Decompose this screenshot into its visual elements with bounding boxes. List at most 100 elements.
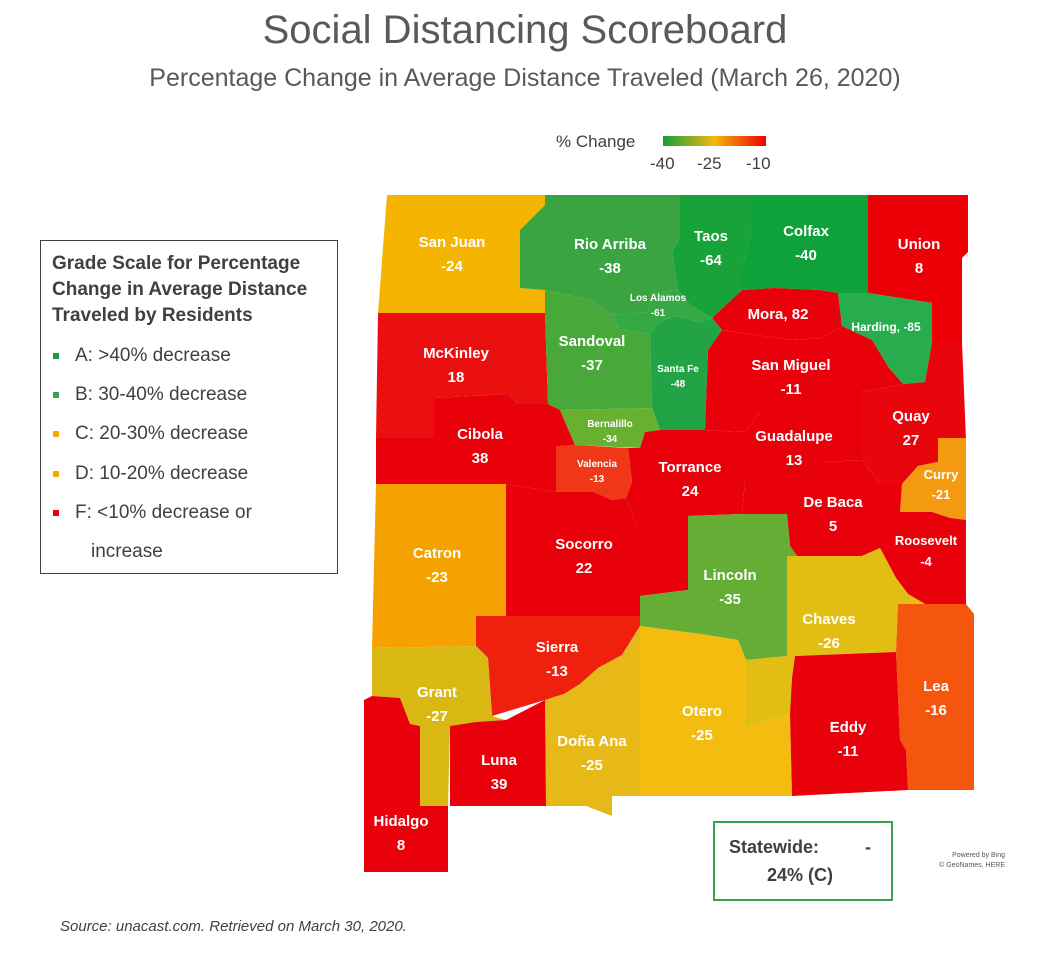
county-catron[interactable] (372, 484, 506, 648)
county-luna[interactable] (450, 700, 546, 806)
county-value: 5 (829, 518, 837, 535)
county-label: Lea (923, 678, 950, 695)
county-label: Hidalgo (374, 813, 429, 830)
grade-marker-icon (53, 509, 59, 516)
county-label: San Juan (419, 234, 486, 251)
county-label: McKinley (423, 345, 490, 362)
statewide-dash: - (865, 837, 871, 857)
grade-marker-icon (53, 352, 59, 359)
grade-marker-icon (53, 430, 59, 437)
county-harding[interactable] (838, 293, 932, 384)
county-value: -13 (546, 663, 568, 680)
county-value: -34 (603, 434, 618, 445)
county-rio-arriba[interactable] (520, 195, 680, 315)
county-lincoln[interactable] (640, 514, 797, 660)
county-value: -64 (700, 252, 722, 269)
grade-item: B: 30-40% decrease (53, 384, 247, 406)
county-label: Colfax (783, 223, 830, 240)
county-quay[interactable] (862, 342, 966, 484)
county-lea[interactable] (896, 604, 974, 790)
grade-item: A: >40% decrease (53, 345, 231, 367)
county-label: Valencia (577, 459, 617, 470)
county-label: Santa Fe (657, 364, 699, 375)
color-gradient-bar (663, 136, 766, 146)
grade-scale-title: Grade Scale for Percentage Change in Ave… (52, 253, 308, 326)
county-value: 13 (786, 452, 803, 469)
county-value: -38 (599, 260, 621, 277)
county-label: Union (898, 236, 941, 253)
grade-item: C: 20-30% decrease (53, 423, 248, 445)
county-value: 8 (915, 260, 923, 277)
county-roosevelt[interactable] (880, 484, 966, 604)
county-label: Los Alamos (630, 293, 687, 304)
county-label: Taos (694, 228, 728, 245)
county-label: Doña Ana (557, 733, 627, 750)
county-eddy[interactable] (790, 652, 908, 796)
source-note: Source: unacast.com. Retrieved on March … (60, 918, 407, 935)
county-curry[interactable] (900, 438, 966, 520)
statewide-label: Statewide: (729, 837, 820, 857)
legend-tick: -40 (650, 154, 675, 173)
county-mckinley[interactable] (376, 313, 548, 438)
county-san-miguel[interactable] (705, 326, 903, 432)
county-colfax[interactable] (742, 195, 868, 293)
county-label: San Miguel (751, 357, 830, 374)
county-value: -11 (838, 743, 859, 760)
county-taos[interactable] (672, 195, 752, 318)
county-label: Roosevelt (895, 533, 958, 548)
county-label: Sandoval (559, 333, 626, 350)
county-sandoval[interactable] (545, 290, 652, 410)
county-label: Luna (481, 752, 517, 769)
county-torrance[interactable] (626, 430, 745, 524)
county-label: Mora, 82 (748, 306, 809, 323)
county-value: -27 (426, 708, 448, 725)
county-bernalillo[interactable] (560, 408, 660, 448)
grade-marker-icon (53, 470, 59, 477)
county-value: -4 (920, 554, 932, 569)
county-value: -40 (795, 247, 817, 264)
county-dona-ana[interactable] (545, 626, 640, 816)
grade-item: D: 10-20% decrease (53, 463, 248, 485)
county-value: -48 (671, 379, 686, 390)
county-value: -35 (719, 591, 741, 608)
county-value: -25 (581, 757, 603, 774)
county-value: -21 (932, 487, 951, 502)
county-union[interactable] (868, 195, 968, 342)
county-los-alamos[interactable] (612, 290, 712, 334)
grade-item: F: <10% decrease or (53, 502, 252, 524)
credit-line: © GeoNames, HERE (939, 862, 1005, 869)
county-label: Socorro (555, 536, 613, 553)
county-guadalupe[interactable] (742, 412, 862, 514)
county-value: -13 (590, 474, 605, 485)
page-title: Social Distancing Scoreboard (262, 8, 788, 52)
county-socorro[interactable] (506, 484, 688, 616)
county-chaves[interactable] (745, 548, 925, 728)
county-label: Lincoln (703, 567, 756, 584)
county-value: -24 (441, 258, 463, 275)
county-otero[interactable] (640, 626, 792, 796)
county-hidalgo[interactable] (364, 696, 448, 872)
county-valencia[interactable] (556, 445, 632, 500)
county-value: -61 (651, 308, 666, 319)
legend-tick: -25 (697, 154, 722, 173)
county-sierra[interactable] (476, 616, 640, 716)
county-value: -11 (781, 381, 802, 398)
county-grant[interactable] (372, 646, 506, 806)
county-cibola[interactable] (376, 394, 575, 492)
county-santa-fe[interactable] (650, 316, 722, 430)
grade-scale-box: Grade Scale for Percentage Change in Ave… (40, 240, 338, 574)
county-label: Cibola (457, 426, 503, 443)
county-value: -37 (581, 357, 603, 374)
county-label: De Baca (803, 494, 863, 511)
county-label: Eddy (830, 719, 867, 736)
county-san-juan[interactable] (378, 195, 545, 313)
color-legend-label: % Change (556, 132, 636, 151)
county-value: 24 (682, 483, 699, 500)
county-label: Rio Arriba (574, 236, 647, 253)
county-label: Quay (892, 408, 930, 425)
county-value: 38 (472, 450, 489, 467)
county-value: 18 (448, 369, 465, 386)
county-value: -26 (818, 635, 840, 652)
county-de-baca[interactable] (787, 460, 880, 556)
county-mora[interactable] (712, 288, 842, 340)
